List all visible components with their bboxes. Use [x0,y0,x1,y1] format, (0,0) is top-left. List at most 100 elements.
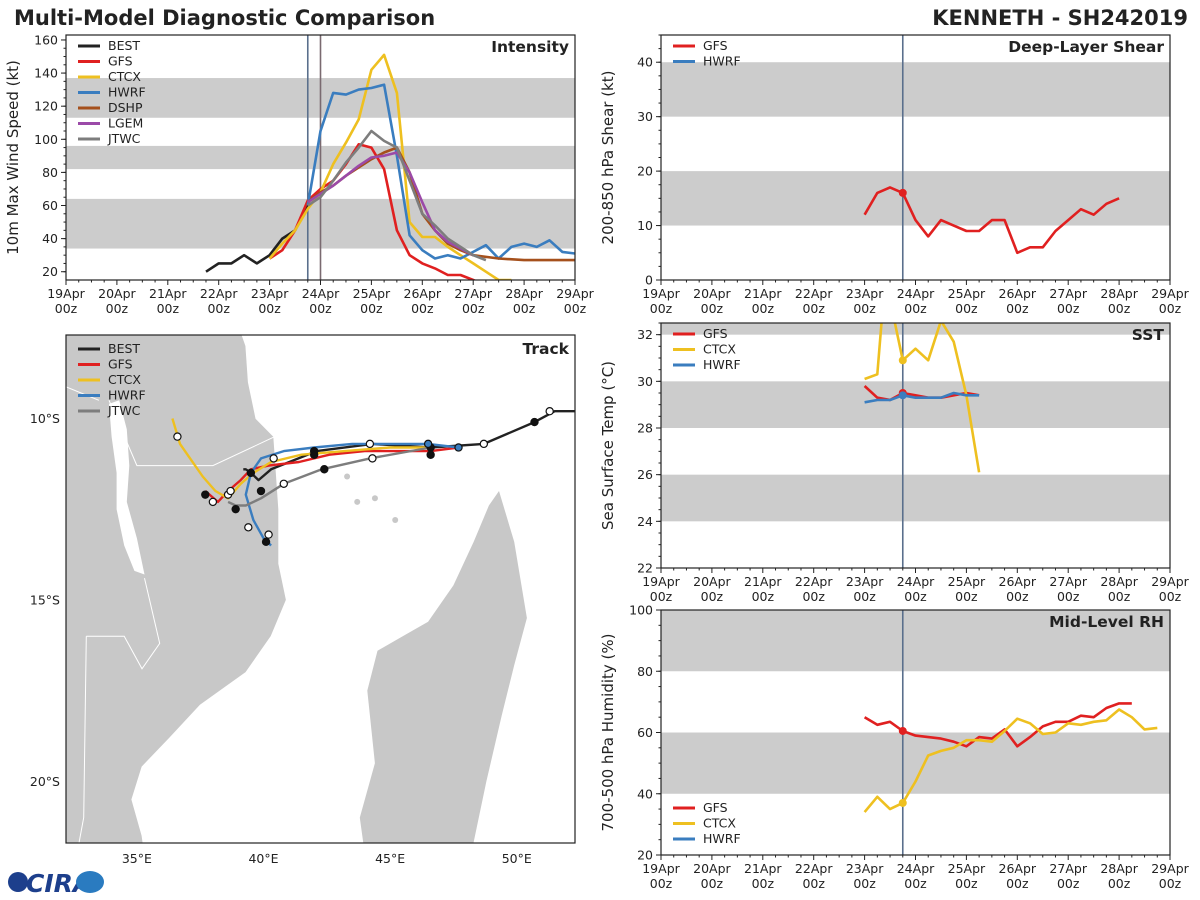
sst-xtick-label: 00z [955,589,978,604]
sst-xtick-label: 25Apr [948,574,986,589]
sst-legend-label-ctcx: CTCX [703,342,736,357]
intensity-ylabel: 10m Max Wind Speed (kt) [4,60,22,255]
track-title: Track [523,340,570,358]
comoros-island [354,498,361,505]
intensity-ytick-label: 80 [42,165,58,180]
sst-xtick-label: 26Apr [999,574,1037,589]
rh-xtick-label: 21Apr [744,861,782,876]
sst-legend-label-hwrf: HWRF [703,357,741,372]
shear-series-gfs [863,186,1120,255]
rh-legend-label-gfs: GFS [703,800,728,815]
shear-panel: 01020304019Apr00z20Apr00z21Apr00z22Apr00… [599,34,1190,316]
sst-xtick-label: 00z [1159,589,1182,604]
rh-series-gfs [863,702,1132,748]
sst-xtick-label: 28Apr [1100,574,1138,589]
shear-ytick-label: 40 [637,55,653,70]
comoros-island [392,517,399,524]
intensity-xtick-label: 00z [513,301,536,316]
shear-xtick-label: 00z [650,301,673,316]
track-legend-label-ctcx: CTCX [108,372,141,387]
sst-ytick-label: 30 [637,374,653,389]
intensity-title: Intensity [491,38,569,56]
rh-xtick-label: 29Apr [1151,861,1189,876]
intensity-xtick-label: 00z [360,301,383,316]
track-legend-label-hwrf: HWRF [108,388,146,403]
track-point-gfs [208,497,218,507]
intensity-legend-label-dshp: DSHP [108,100,143,115]
rh-xtick-label: 00z [701,876,724,891]
storm-id: KENNETH - SH242019 [932,6,1188,30]
sst-xtick-label: 00z [802,589,825,604]
intensity-series-ctcx [268,53,512,280]
track-point-gfs [246,468,256,478]
rh-xtick-label: 28Apr [1100,861,1138,876]
logo-swirl-icon [76,871,104,893]
sst-marker-hwrf [898,391,907,400]
intensity-xtick-label: 00z [207,301,230,316]
track-point-hwrf [264,530,273,539]
intensity-legend-label-ctcx: CTCX [108,69,141,84]
track-lon-label: 40°E [248,851,278,866]
lake-malawi [109,400,145,575]
sst-xtick-label: 00z [752,589,775,604]
rh-ytick-label: 80 [637,664,653,679]
shear-xtick-label: 21Apr [744,286,782,301]
sst-title: SST [1132,326,1165,344]
rh-xtick-label: 22Apr [795,861,833,876]
shear-legend-label-gfs: GFS [703,38,728,53]
shear-xtick-label: 00z [1159,301,1182,316]
track-point-best [530,417,539,427]
intensity-xtick-label: 19Apr [47,286,85,301]
track-point-best [269,454,278,463]
madagascar-landmass [359,491,527,843]
sst-xtick-label: 22Apr [795,574,833,589]
intensity-legend-label-gfs: GFS [108,54,133,69]
rh-ytick-label: 20 [637,848,653,863]
track-ctcx [171,418,431,500]
track-lon-label: 50°E [502,851,532,866]
sst-xtick-label: 23Apr [846,574,884,589]
sst-xtick-label: 00z [701,589,724,604]
shear-series-group [863,186,1120,255]
track-point-jtwc [226,486,235,496]
intensity-ytick-label: 120 [34,99,58,114]
rh-xtick-label: 00z [1159,876,1182,891]
track-point-hwrf [423,439,433,449]
intensity-xtick-label: 25Apr [353,286,391,301]
track-point-best [365,439,375,449]
shear-ytick-label: 20 [637,164,653,179]
rh-xtick-label: 25Apr [948,861,986,876]
rh-series-ctcx [863,708,1158,813]
intensity-series-hwrf [306,83,575,260]
rh-ytick-label: 40 [637,786,653,801]
shear-ytick-label: 30 [637,109,653,124]
shear-xtick-label: 00z [955,301,978,316]
rh-xtick-label: 00z [955,876,978,891]
sst-marker-ctcx [898,356,907,365]
intensity-xtick-label: 00z [309,301,332,316]
shear-ylabel: 200-850 hPa Shear (kt) [599,71,617,245]
sst-xtick-label: 19Apr [642,574,680,589]
rh-legend-label-hwrf: HWRF [703,831,741,846]
track-lat-label: 10°S [30,411,60,426]
rh-panel: 2040608010019Apr00z20Apr00z21Apr00z22Apr… [599,603,1190,892]
rh-xtick-label: 20Apr [693,861,731,876]
shear-xtick-label: 00z [1057,301,1080,316]
intensity-xtick-label: 00z [157,301,180,316]
comoros-island [371,495,378,502]
track-point-jtwc [261,537,271,547]
rh-xtick-label: 00z [1108,876,1131,891]
shear-xtick-label: 28Apr [1100,286,1138,301]
rh-band [661,610,1170,672]
shear-xtick-label: 29Apr [1151,286,1189,301]
intensity-xtick-label: 22Apr [200,286,238,301]
intensity-legend-label-lgem: LGEM [108,116,143,131]
track-point-jtwc [279,479,288,488]
sst-series-group [863,323,981,473]
logo-globe-icon [8,872,28,892]
sst-ytick-label: 26 [637,467,653,482]
intensity-xtick-label: 27Apr [454,286,492,301]
